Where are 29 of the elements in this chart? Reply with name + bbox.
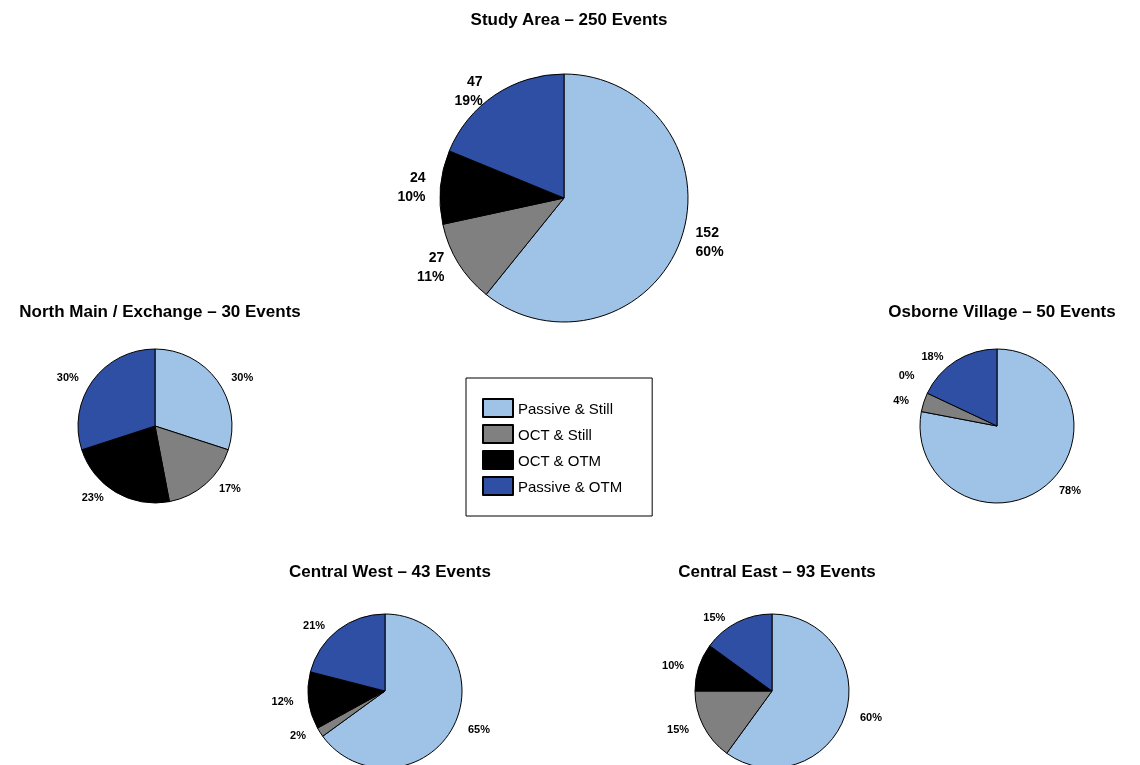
legend-label: Passive & Still: [518, 399, 614, 417]
chart-title: Central West – 43 Events: [289, 562, 491, 581]
data-label: 24 10%: [397, 169, 427, 205]
legend-label: OCT & Still: [518, 425, 592, 443]
chart-title: Osborne Village – 50 Events: [888, 302, 1116, 321]
data-label: 30%: [56, 371, 80, 384]
data-label: 18%: [921, 349, 944, 362]
chart-title: Central East – 93 Events: [678, 562, 876, 581]
data-label: 17%: [218, 482, 242, 495]
data-label: 65%: [467, 722, 491, 735]
data-label: 30%: [231, 371, 254, 384]
legend-label: Passive & OTM: [518, 477, 623, 495]
data-label: 78%: [1058, 483, 1082, 496]
legend-label: OCT & OTM: [518, 451, 602, 469]
data-label: 15%: [667, 722, 690, 735]
data-label: 10%: [662, 659, 685, 672]
data-label: 27 11%: [417, 248, 445, 284]
chart-title: North Main / Exchange – 30 Events: [19, 302, 301, 321]
data-label: 12%: [271, 695, 294, 708]
data-label: 21%: [303, 619, 326, 632]
data-label: 152 60%: [695, 223, 725, 259]
data-label: 2%: [290, 729, 307, 742]
data-label: 23%: [81, 491, 104, 504]
chart-title: Study Area – 250 Events: [470, 10, 668, 29]
data-label: 4%: [893, 394, 910, 407]
data-label: 60%: [859, 710, 883, 723]
text: 0%: [898, 369, 915, 382]
data-label: 15%: [703, 611, 726, 624]
data-label: 47 19%: [454, 72, 484, 108]
